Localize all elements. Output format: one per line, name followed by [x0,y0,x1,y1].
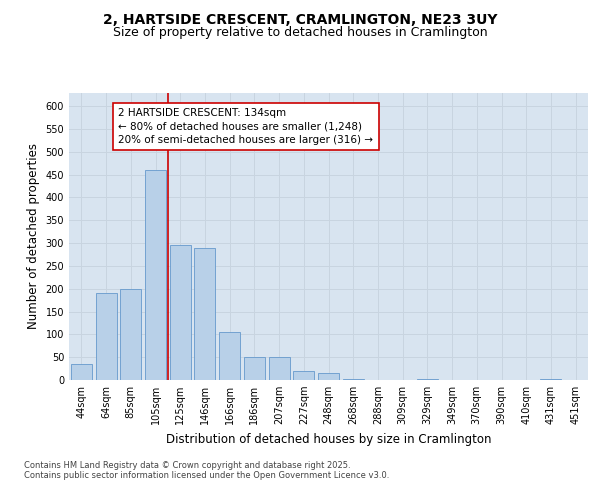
Bar [71,364,92,380]
Bar [120,288,141,380]
Bar [244,357,265,380]
Y-axis label: Number of detached properties: Number of detached properties [27,143,40,329]
Bar [95,294,116,380]
Bar [170,246,191,380]
Text: Size of property relative to detached houses in Cramlington: Size of property relative to detached ho… [113,26,487,39]
X-axis label: Distribution of detached houses by size in Cramlington: Distribution of detached houses by size … [166,432,491,446]
Bar [194,248,215,380]
Bar [318,373,339,380]
Text: 2 HARTSIDE CRESCENT: 134sqm
← 80% of detached houses are smaller (1,248)
20% of : 2 HARTSIDE CRESCENT: 134sqm ← 80% of det… [118,108,373,145]
Text: 2, HARTSIDE CRESCENT, CRAMLINGTON, NE23 3UY: 2, HARTSIDE CRESCENT, CRAMLINGTON, NE23 … [103,12,497,26]
Text: Contains HM Land Registry data © Crown copyright and database right 2025.
Contai: Contains HM Land Registry data © Crown c… [24,460,389,480]
Bar [293,371,314,380]
Bar [417,379,438,380]
Bar [269,357,290,380]
Bar [541,379,562,380]
Bar [343,379,364,380]
Bar [219,332,240,380]
Bar [145,170,166,380]
